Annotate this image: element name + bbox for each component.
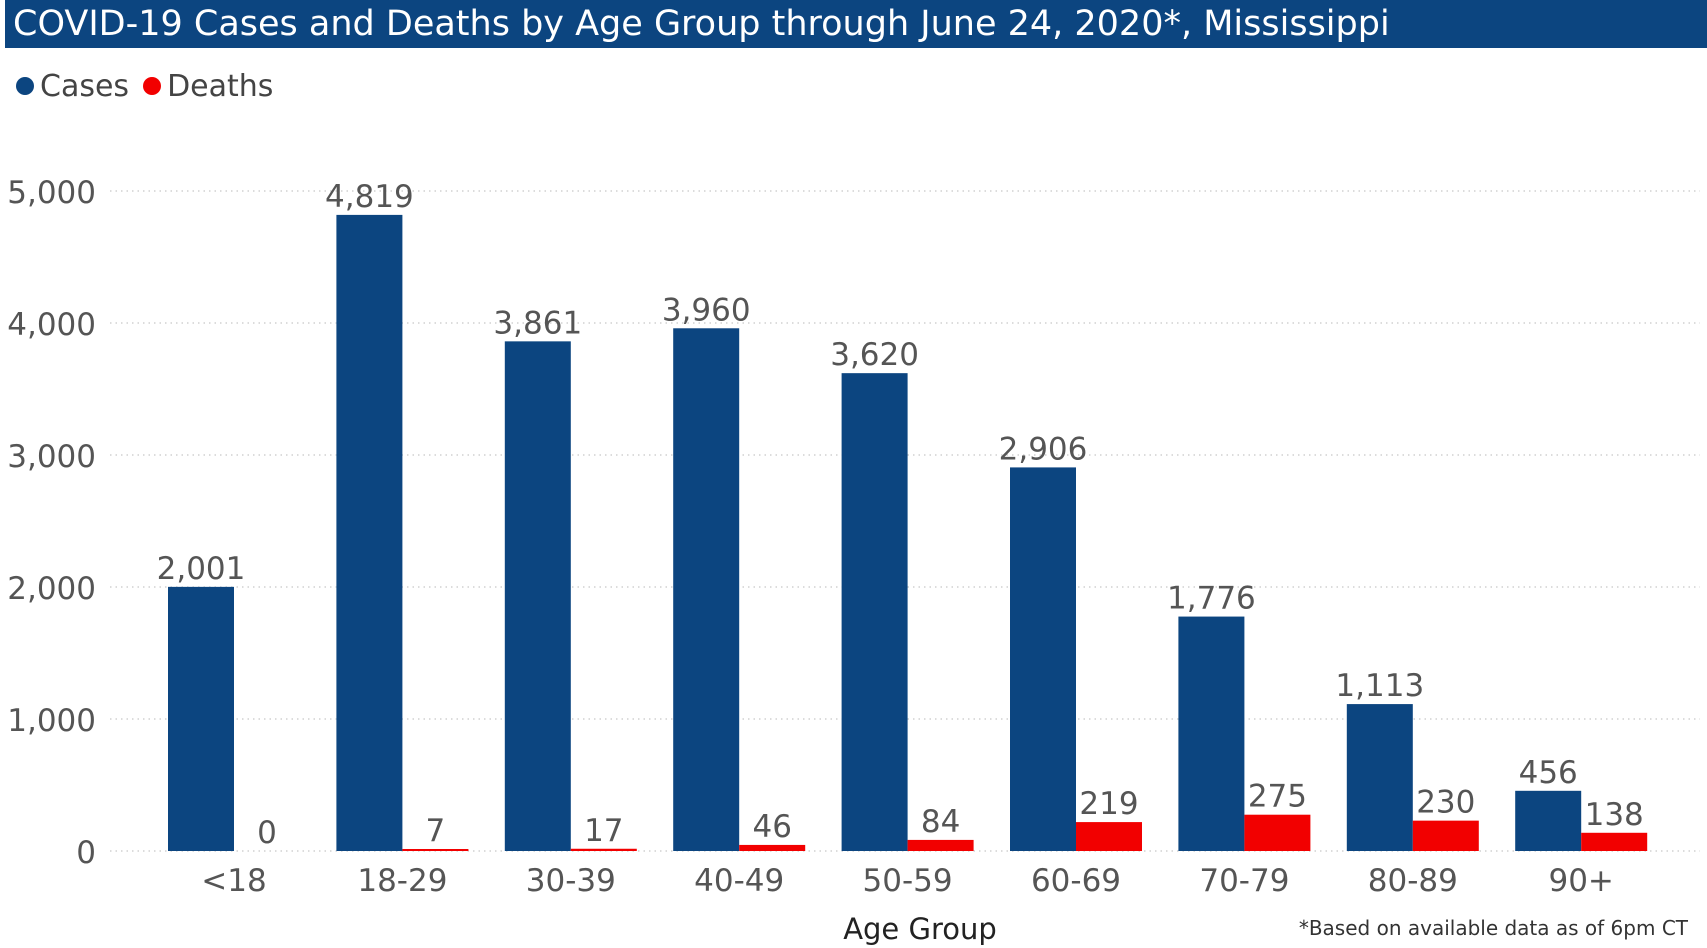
legend-item-cases: Cases	[16, 69, 129, 104]
y-tick-label: 3,000	[7, 439, 96, 475]
bar-deaths	[1581, 832, 1648, 851]
bar-cases	[841, 373, 908, 851]
data-label-deaths: 7	[426, 813, 446, 849]
data-label-deaths: 17	[584, 813, 623, 849]
footnote: *Based on available data as of 6pm CT	[1298, 916, 1688, 940]
bar-deaths	[570, 848, 637, 851]
y-tick-label: 2,000	[7, 571, 96, 607]
data-label-deaths: 84	[921, 804, 960, 840]
data-label-cases: 1,776	[1167, 581, 1256, 617]
x-tick-label: 30-39	[526, 863, 616, 899]
data-label-cases: 3,620	[830, 337, 919, 373]
bar-deaths	[1076, 822, 1142, 851]
data-label-cases: 4,819	[325, 179, 414, 215]
x-tick-label: 80-89	[1368, 863, 1458, 899]
data-label-deaths: 230	[1416, 785, 1475, 821]
data-label-cases: 456	[1519, 755, 1578, 791]
bar-cases	[1515, 790, 1582, 851]
bar-cases	[1178, 616, 1245, 851]
bar-cases	[168, 586, 234, 851]
x-tick-label: 50-59	[863, 863, 953, 899]
x-tick-label: 90+	[1548, 863, 1613, 899]
y-tick-label: 1,000	[7, 703, 96, 739]
legend-swatch-deaths	[143, 77, 162, 95]
data-label-deaths: 46	[752, 809, 791, 845]
bar-deaths	[1412, 820, 1479, 851]
bar-cases	[336, 214, 403, 852]
x-tick-label: <18	[201, 863, 266, 899]
legend-swatch-cases	[16, 77, 34, 95]
bar-cases	[504, 341, 571, 851]
legend-label-deaths: Deaths	[167, 68, 274, 104]
data-label-cases: 3,960	[662, 292, 751, 328]
data-label-cases: 3,861	[493, 305, 582, 341]
data-label-deaths: 219	[1079, 786, 1138, 822]
y-tick-label: 5,000	[7, 175, 96, 211]
data-label-deaths: 0	[257, 815, 277, 851]
y-tick-label: 4,000	[7, 307, 96, 343]
bar-cases	[673, 328, 740, 851]
data-label-deaths: 275	[1248, 779, 1307, 815]
legend-item-deaths: Deaths	[143, 69, 273, 104]
bar-cases	[1010, 467, 1076, 851]
x-tick-label: 70-79	[1199, 863, 1289, 899]
chart-title: COVID-19 Cases and Deaths by Age Group t…	[5, 0, 1707, 48]
data-label-cases: 2,906	[999, 431, 1088, 467]
data-label-cases: 1,113	[1335, 668, 1424, 704]
bar-deaths	[1244, 814, 1311, 851]
data-label-deaths: 138	[1585, 797, 1644, 833]
bar-deaths	[739, 844, 806, 851]
chart-legend: Cases Deaths	[16, 64, 287, 108]
x-tick-label: 60-69	[1031, 863, 1121, 899]
data-label-cases: 2,001	[157, 551, 246, 587]
x-tick-label: 40-49	[694, 863, 784, 899]
x-axis-title: Age Group	[843, 912, 997, 946]
bar-cases	[1346, 704, 1413, 851]
x-tick-label: 18-29	[357, 863, 447, 899]
y-tick-label: 0	[76, 835, 96, 871]
legend-label-cases: Cases	[40, 68, 130, 104]
bar-deaths	[402, 849, 469, 851]
bar-deaths	[907, 839, 974, 851]
